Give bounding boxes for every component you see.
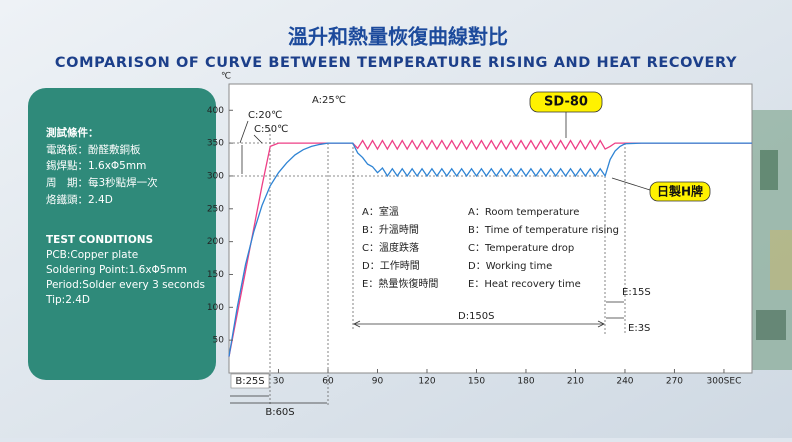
x-tick-label: 240 xyxy=(616,377,633,387)
legend-en: E：Heat recovery time xyxy=(468,279,581,290)
y-tick-label: 100 xyxy=(207,303,224,313)
pcb-decoration xyxy=(752,110,792,370)
annotation: B:60S xyxy=(265,407,294,418)
chart-title: 溫升和熱量恢復曲線對比 xyxy=(288,25,508,49)
legend-cn: B：升溫時間 xyxy=(362,224,419,236)
condition-en: Soldering Point:1.6xΦ5mm xyxy=(46,264,187,276)
annotation: E:15S xyxy=(622,287,651,298)
legend-en: D：Working time xyxy=(468,261,552,272)
legend-cn: A：室溫 xyxy=(362,205,399,218)
x-tick-label: 210 xyxy=(567,377,584,387)
y-unit: ℃ xyxy=(221,72,231,82)
annotation: E:3S xyxy=(628,323,650,334)
condition-cn: 周 期：每3秒點焊一次 xyxy=(46,176,158,189)
condition-cn: 錫焊點：1.6xΦ5mm xyxy=(46,159,146,172)
condition-en: Tip:2.4D xyxy=(45,294,90,306)
y-tick-label: 50 xyxy=(213,336,225,346)
series-line xyxy=(228,142,752,357)
x-tick-label: 300SEC xyxy=(707,377,742,387)
x-tick-label: 90 xyxy=(372,377,384,387)
x-tick-label: 30 xyxy=(273,377,285,387)
series-layer xyxy=(228,139,752,357)
x-tick-label: 180 xyxy=(517,377,534,387)
y-tick-label: 200 xyxy=(207,237,224,247)
legend-cn: D：工作時間 xyxy=(362,260,420,272)
x-tick-label: 120 xyxy=(418,377,435,387)
conditions-text: 測試條件： 電路板：酚醛敷銅板 錫焊點：1.6xΦ5mm 周 期：每3秒點焊一次… xyxy=(45,126,205,306)
legend-swatch xyxy=(649,181,711,202)
annotation: B:25S xyxy=(235,376,264,387)
conditions-panel xyxy=(28,88,216,380)
legend-en: C：Temperature drop xyxy=(468,243,574,254)
plot-area xyxy=(228,83,753,374)
legend-entry: 日製H牌 xyxy=(657,184,703,199)
annotation: C:20℃ xyxy=(248,110,282,121)
y-tick-label: 250 xyxy=(207,204,224,214)
x-tick-label: 270 xyxy=(666,377,683,387)
condition-en: Period:Solder every 3 seconds xyxy=(46,279,205,291)
legend-cn: C：溫度跌落 xyxy=(362,241,419,254)
condition-cn: 測試條件： xyxy=(46,126,99,139)
annotations: A:25℃ C:20℃ C:50℃ D:150S E:15S E:3S B:25… xyxy=(230,95,651,418)
y-tick-label: 400 xyxy=(207,106,224,116)
legend-cn: E：熱量恢復時間 xyxy=(362,277,438,290)
x-tick-label: 60 xyxy=(322,377,334,387)
legend-en: A：Room temperature xyxy=(468,207,579,218)
condition-cn: 電路板：酚醛敷銅板 xyxy=(46,143,141,156)
annotation: C:50℃ xyxy=(254,124,288,135)
legend-entry: SD-80 xyxy=(544,95,588,110)
condition-en: PCB:Copper plate xyxy=(46,249,138,261)
legend-box: A：室溫 A：Room temperature B：升溫時間 B：Time of… xyxy=(362,205,619,290)
y-tick-label: 350 xyxy=(207,139,224,149)
condition-en: TEST CONDITIONS xyxy=(46,234,153,246)
annotation: A:25℃ xyxy=(312,95,346,106)
annotation: D:150S xyxy=(458,311,495,322)
legend-swatch xyxy=(529,91,603,113)
condition-cn: 烙鐵頭：2.4D xyxy=(46,193,113,206)
y-tick-label: 300 xyxy=(207,171,224,181)
chart-subtitle: COMPARISON OF CURVE BETWEEN TEMPERATURE … xyxy=(55,55,737,71)
legend-en: B：Time of temperature rising xyxy=(468,225,619,236)
series-callouts: SD-80 日製H牌 xyxy=(529,91,711,202)
y-tick-label: 150 xyxy=(207,270,224,280)
x-tick-label: 150 xyxy=(468,377,485,387)
